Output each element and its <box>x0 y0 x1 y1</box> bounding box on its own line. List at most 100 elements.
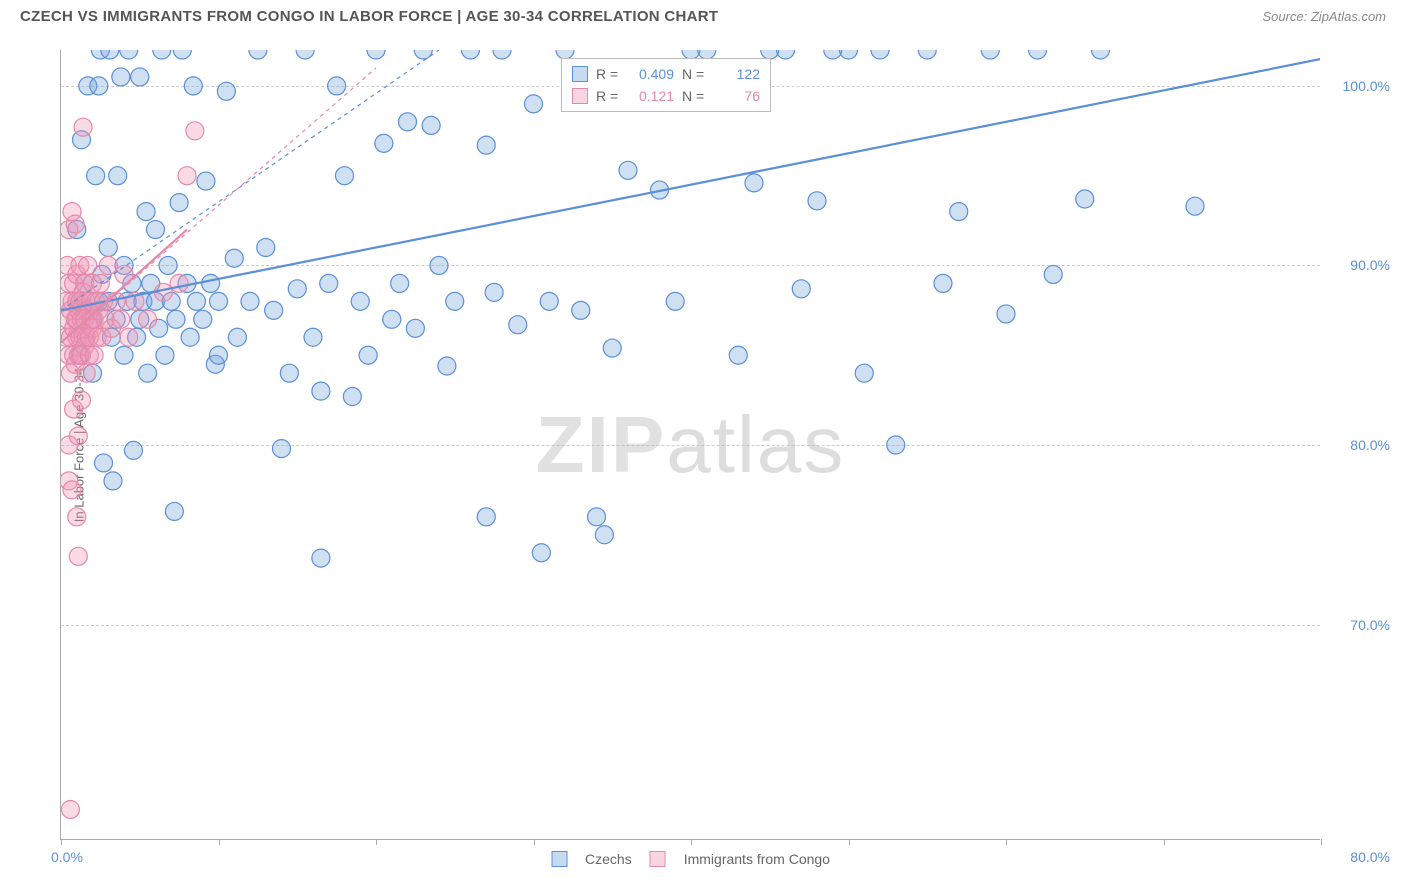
data-point <box>202 274 220 292</box>
data-point <box>159 256 177 274</box>
data-point <box>871 50 889 59</box>
data-point <box>477 508 495 526</box>
data-point <box>525 95 543 113</box>
data-point <box>72 391 90 409</box>
data-point <box>228 328 246 346</box>
legend-r-value-czechs: 0.409 <box>628 63 674 85</box>
data-point <box>887 436 905 454</box>
source-citation: Source: ZipAtlas.com <box>1262 9 1386 24</box>
data-point <box>383 310 401 328</box>
data-point <box>124 441 142 459</box>
y-tick-label: 90.0% <box>1350 257 1390 273</box>
data-point <box>154 283 172 301</box>
scatter-plot-svg <box>61 50 1320 839</box>
data-point <box>217 82 235 100</box>
data-point <box>197 172 215 190</box>
legend-swatch-congo <box>572 88 588 104</box>
data-point <box>90 77 108 95</box>
data-point <box>210 346 228 364</box>
legend-r-label: R = <box>596 85 620 107</box>
data-point <box>540 292 558 310</box>
data-point <box>167 310 185 328</box>
data-point <box>367 50 385 59</box>
data-point <box>934 274 952 292</box>
x-tick <box>1164 839 1165 845</box>
data-point <box>187 292 205 310</box>
data-point <box>178 167 196 185</box>
data-point <box>312 382 330 400</box>
data-point <box>95 454 113 472</box>
data-point <box>950 203 968 221</box>
data-point <box>112 68 130 86</box>
data-point <box>173 50 191 59</box>
data-point <box>997 305 1015 323</box>
data-point <box>109 167 127 185</box>
y-tick-label: 80.0% <box>1350 437 1390 453</box>
data-point <box>328 77 346 95</box>
legend-row-czechs: R = 0.409 N = 122 <box>572 63 760 85</box>
data-point <box>170 194 188 212</box>
data-point <box>99 256 117 274</box>
data-point <box>1092 50 1110 59</box>
data-point <box>840 50 858 59</box>
data-point <box>414 50 432 59</box>
chart-header: CZECH VS IMMIGRANTS FROM CONGO IN LABOR … <box>0 0 1406 29</box>
data-point <box>257 239 275 257</box>
x-tick <box>849 839 850 845</box>
data-point <box>603 339 621 357</box>
data-point <box>115 346 133 364</box>
x-axis-min-label: 0.0% <box>51 849 83 865</box>
data-point <box>422 116 440 134</box>
data-point <box>588 508 606 526</box>
data-point <box>477 136 495 154</box>
data-point <box>351 292 369 310</box>
data-point <box>619 161 637 179</box>
data-point <box>112 310 130 328</box>
data-point <box>1044 265 1062 283</box>
legend-swatch-bottom-congo <box>650 851 666 867</box>
data-point <box>359 346 377 364</box>
y-tick-label: 100.0% <box>1343 78 1390 94</box>
data-point <box>288 280 306 298</box>
data-point <box>156 346 174 364</box>
data-point <box>186 122 204 140</box>
data-point <box>225 249 243 267</box>
data-point <box>745 174 763 192</box>
data-point <box>147 221 165 239</box>
legend-r-value-congo: 0.121 <box>628 85 674 107</box>
x-tick <box>1321 839 1322 845</box>
data-point <box>120 328 138 346</box>
x-tick <box>1006 839 1007 845</box>
legend-n-value-czechs: 122 <box>714 63 760 85</box>
data-point <box>430 256 448 274</box>
data-point <box>139 364 157 382</box>
data-point <box>63 481 81 499</box>
data-point <box>249 50 267 59</box>
legend-swatch-bottom-czechs <box>551 851 567 867</box>
data-point <box>509 316 527 334</box>
data-point <box>74 118 92 136</box>
data-point <box>462 50 480 59</box>
data-point <box>181 328 199 346</box>
data-point <box>777 50 795 59</box>
data-point <box>312 549 330 567</box>
x-tick <box>376 839 377 845</box>
data-point <box>399 113 417 131</box>
data-point <box>170 274 188 292</box>
data-point <box>485 283 503 301</box>
legend-n-label: N = <box>682 85 706 107</box>
data-point <box>792 280 810 298</box>
data-point <box>194 310 212 328</box>
chart-plot-area: In Labor Force | Age 30-34 ZIPatlas 70.0… <box>60 50 1320 840</box>
data-point <box>304 328 322 346</box>
data-point <box>343 388 361 406</box>
data-point <box>280 364 298 382</box>
data-point <box>241 292 259 310</box>
data-point <box>595 526 613 544</box>
y-tick-label: 70.0% <box>1350 617 1390 633</box>
data-point <box>572 301 590 319</box>
legend-n-label: N = <box>682 63 706 85</box>
data-point <box>296 50 314 59</box>
data-point <box>69 547 87 565</box>
x-tick <box>691 839 692 845</box>
